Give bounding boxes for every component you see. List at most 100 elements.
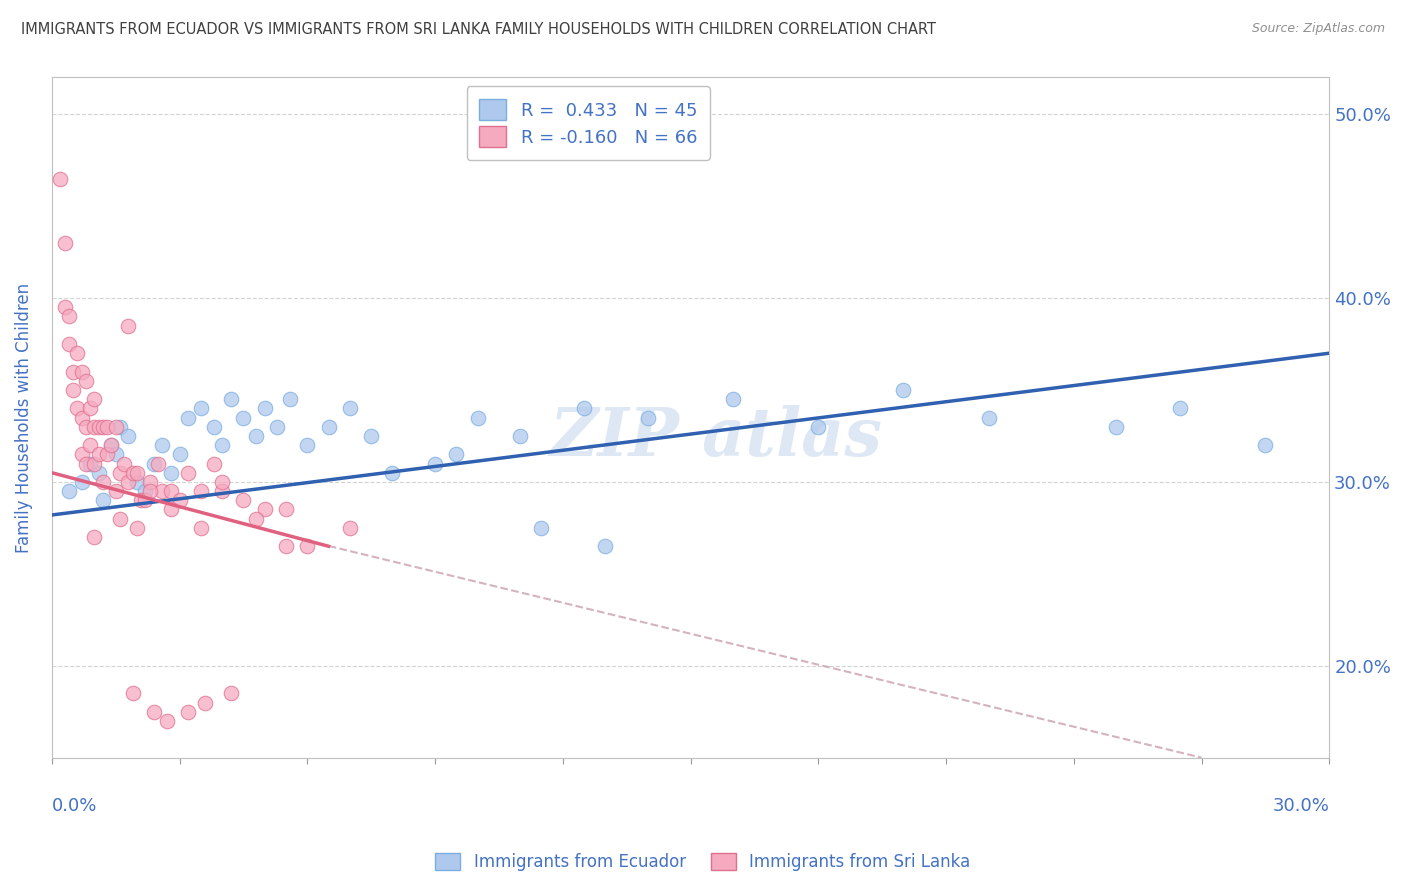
Point bbox=[125, 466, 148, 480]
Point bbox=[1105, 419, 1128, 434]
Point bbox=[49, 171, 72, 186]
Point bbox=[53, 235, 76, 250]
Point bbox=[117, 318, 139, 333]
Point bbox=[219, 392, 242, 407]
Point bbox=[177, 466, 200, 480]
Point bbox=[134, 493, 156, 508]
Point bbox=[169, 493, 191, 508]
Point bbox=[194, 696, 217, 710]
Point bbox=[297, 438, 319, 452]
Point bbox=[530, 521, 553, 535]
Point bbox=[66, 401, 89, 416]
Point bbox=[142, 705, 165, 719]
Point bbox=[53, 300, 76, 314]
Point bbox=[138, 484, 160, 499]
Point bbox=[117, 475, 139, 489]
Point bbox=[232, 493, 254, 508]
Point bbox=[1168, 401, 1191, 416]
Point bbox=[104, 484, 127, 499]
Point bbox=[66, 346, 89, 360]
Point bbox=[79, 438, 101, 452]
Point bbox=[108, 466, 131, 480]
Point bbox=[70, 410, 93, 425]
Point bbox=[190, 401, 212, 416]
Point bbox=[721, 392, 744, 407]
Point bbox=[423, 457, 446, 471]
Point bbox=[58, 484, 80, 499]
Point bbox=[637, 410, 659, 425]
Point bbox=[318, 419, 340, 434]
Point bbox=[595, 539, 617, 553]
Point bbox=[467, 410, 489, 425]
Point bbox=[96, 419, 118, 434]
Point bbox=[266, 419, 288, 434]
Point bbox=[125, 521, 148, 535]
Text: Source: ZipAtlas.com: Source: ZipAtlas.com bbox=[1251, 22, 1385, 36]
Point bbox=[62, 383, 84, 397]
Point bbox=[83, 392, 105, 407]
Point bbox=[446, 447, 468, 461]
Point bbox=[112, 457, 135, 471]
Point bbox=[274, 502, 297, 516]
Point bbox=[87, 447, 110, 461]
Point bbox=[160, 502, 183, 516]
Point bbox=[152, 484, 174, 499]
Point bbox=[219, 686, 242, 700]
Y-axis label: Family Households with Children: Family Households with Children bbox=[15, 283, 32, 553]
Point bbox=[91, 493, 114, 508]
Point bbox=[134, 484, 156, 499]
Point bbox=[253, 502, 276, 516]
Point bbox=[572, 401, 595, 416]
Point bbox=[381, 466, 404, 480]
Point bbox=[977, 410, 1000, 425]
Point bbox=[202, 419, 225, 434]
Point bbox=[169, 447, 191, 461]
Point bbox=[96, 447, 118, 461]
Text: ZIP atlas: ZIP atlas bbox=[550, 406, 883, 470]
Point bbox=[253, 401, 276, 416]
Legend: R =  0.433   N = 45, R = -0.160   N = 66: R = 0.433 N = 45, R = -0.160 N = 66 bbox=[467, 87, 710, 160]
Point bbox=[58, 310, 80, 324]
Point bbox=[70, 475, 93, 489]
Text: 30.0%: 30.0% bbox=[1272, 797, 1329, 814]
Legend: Immigrants from Ecuador, Immigrants from Sri Lanka: Immigrants from Ecuador, Immigrants from… bbox=[427, 845, 979, 880]
Point bbox=[79, 457, 101, 471]
Point bbox=[190, 521, 212, 535]
Text: 0.0%: 0.0% bbox=[52, 797, 97, 814]
Point bbox=[83, 530, 105, 544]
Point bbox=[156, 714, 179, 728]
Point bbox=[152, 438, 174, 452]
Point bbox=[211, 484, 233, 499]
Point bbox=[297, 539, 319, 553]
Point bbox=[190, 484, 212, 499]
Point bbox=[339, 401, 361, 416]
Point bbox=[91, 419, 114, 434]
Point bbox=[70, 447, 93, 461]
Point bbox=[1254, 438, 1277, 452]
Point bbox=[360, 429, 382, 443]
Point bbox=[75, 419, 97, 434]
Point bbox=[121, 686, 143, 700]
Point bbox=[121, 466, 143, 480]
Point bbox=[211, 438, 233, 452]
Point bbox=[62, 365, 84, 379]
Text: IMMIGRANTS FROM ECUADOR VS IMMIGRANTS FROM SRI LANKA FAMILY HOUSEHOLDS WITH CHIL: IMMIGRANTS FROM ECUADOR VS IMMIGRANTS FR… bbox=[21, 22, 936, 37]
Point bbox=[87, 466, 110, 480]
Point bbox=[232, 410, 254, 425]
Point bbox=[202, 457, 225, 471]
Point bbox=[274, 539, 297, 553]
Point bbox=[245, 511, 267, 525]
Point bbox=[108, 419, 131, 434]
Point bbox=[148, 457, 170, 471]
Point bbox=[83, 457, 105, 471]
Point bbox=[100, 438, 122, 452]
Point bbox=[75, 374, 97, 388]
Point bbox=[509, 429, 531, 443]
Point bbox=[245, 429, 267, 443]
Point bbox=[893, 383, 915, 397]
Point bbox=[211, 475, 233, 489]
Point bbox=[108, 511, 131, 525]
Point bbox=[142, 457, 165, 471]
Point bbox=[58, 337, 80, 351]
Point bbox=[79, 401, 101, 416]
